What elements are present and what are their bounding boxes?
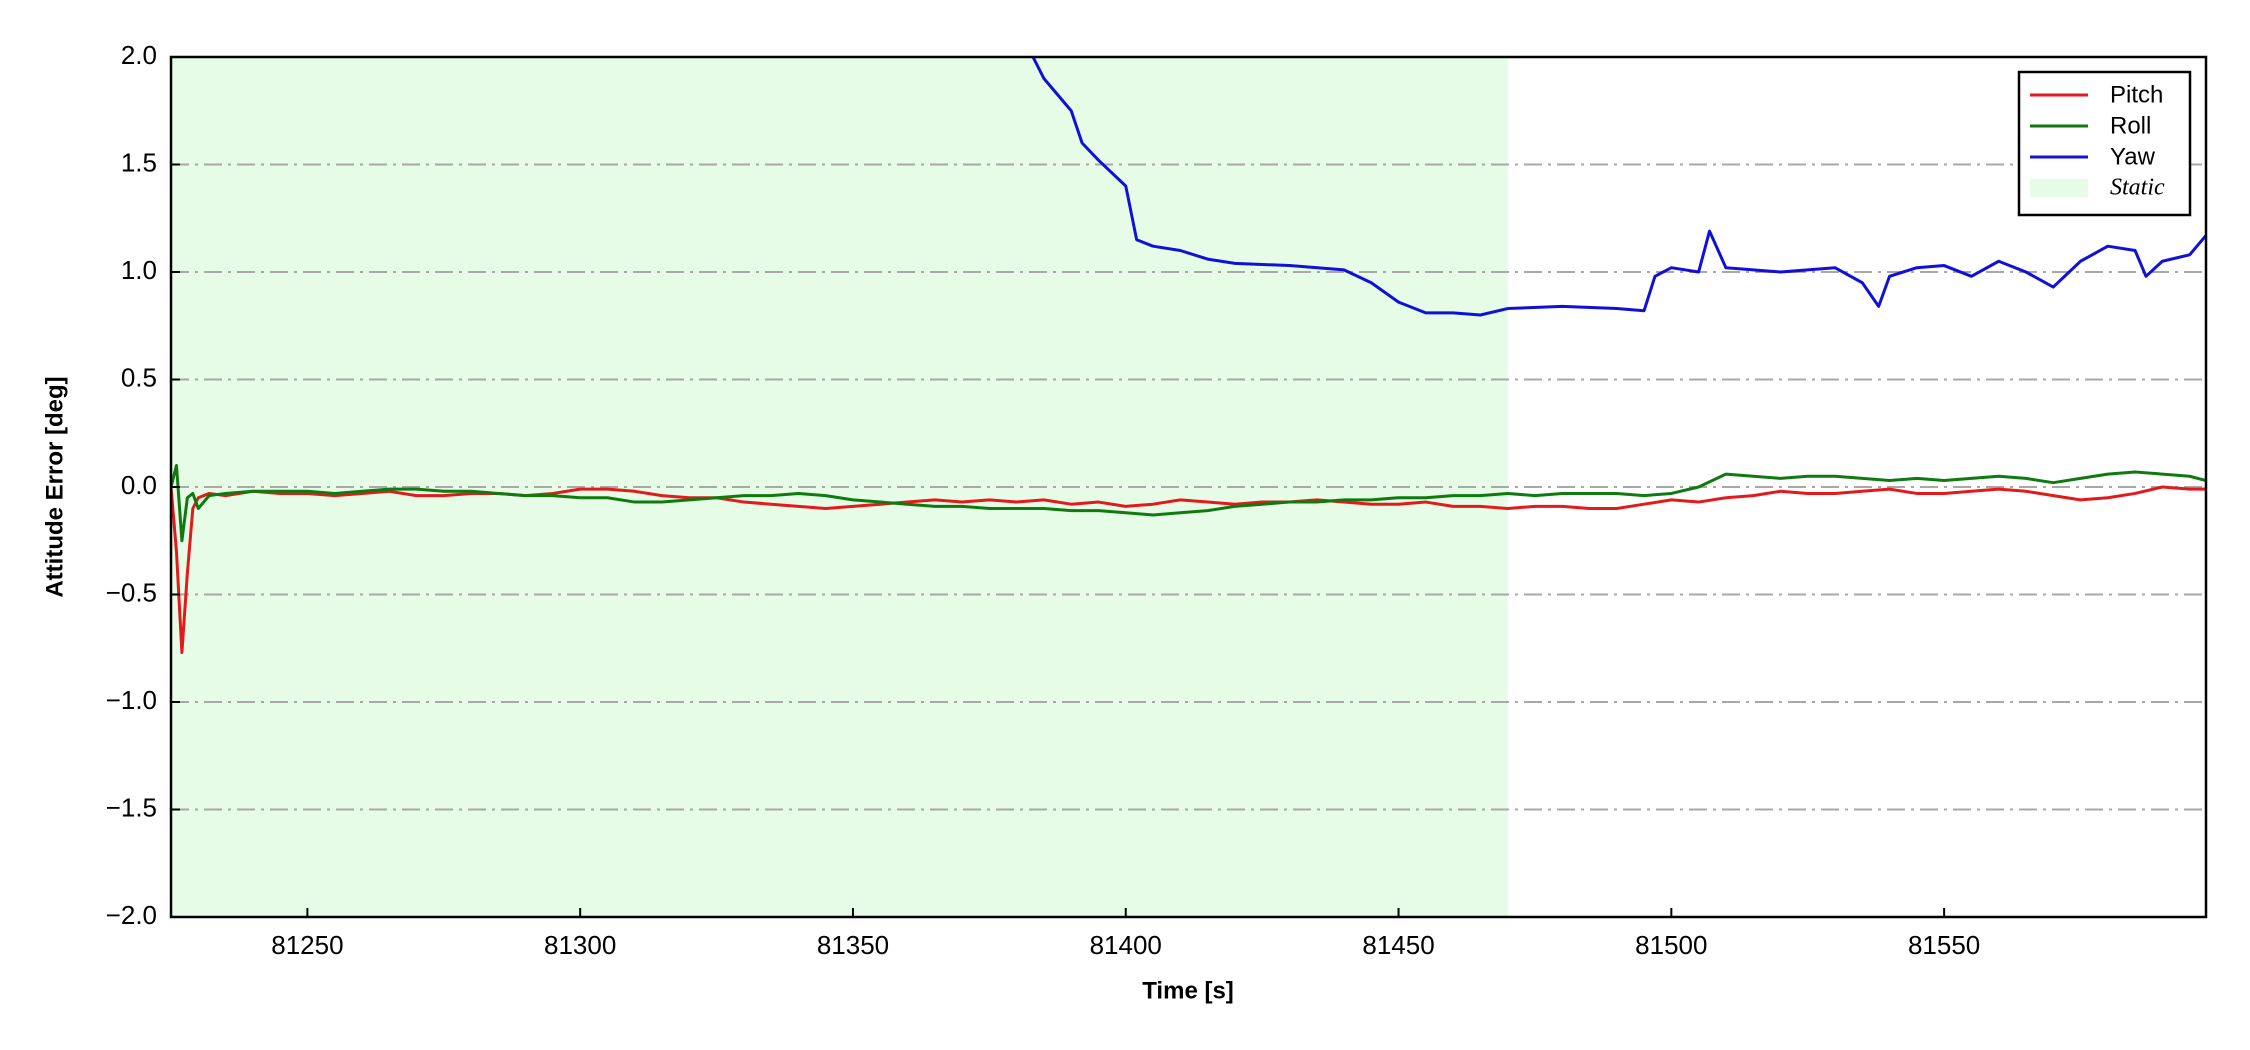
series-line (1031, 57, 2206, 317)
legend-label: Yaw (2110, 143, 2156, 170)
x-tick-label: 81500 (1635, 930, 1707, 960)
y-tick-label: 0.0 (121, 470, 157, 500)
x-tick-label: 81350 (817, 930, 889, 960)
y-tick-label: −1.5 (106, 792, 157, 822)
x-tick-label: 81550 (1908, 930, 1980, 960)
x-tick-label: 81450 (1362, 930, 1434, 960)
axes-layer: −2.0 −1.5 −1.0 −0.5 0.0 0.5 1.0 1.5 2.0 81250 8130… (106, 40, 1981, 960)
legend-label: Static (2110, 175, 2165, 201)
y-tick-label: −0.5 (106, 577, 157, 607)
series-line (171, 464, 2206, 543)
series-line (171, 485, 2206, 655)
y-tick-label: 0.5 (121, 362, 157, 392)
lines-layer (171, 57, 2206, 655)
grid-layer (171, 163, 2206, 811)
x-tick-label: 81250 (271, 930, 343, 960)
y-tick-label: −1.0 (106, 685, 157, 715)
y-axis-label: Attitude Error [deg] (41, 376, 68, 597)
legend-label: Pitch (2110, 81, 2163, 108)
x-tick-label: 81400 (1090, 930, 1162, 960)
legend-label: Roll (2110, 112, 2151, 139)
y-tick-label: 1.0 (121, 255, 157, 285)
x-axis-label: Time [s] (1142, 977, 1234, 1004)
legend: Pitch Roll Yaw Static (2017, 70, 2192, 217)
y-tick-label: 2.0 (121, 40, 157, 70)
y-tick-label: −2.0 (106, 900, 157, 930)
x-tick-label: 81300 (544, 930, 616, 960)
y-tick-label: 1.5 (121, 147, 157, 177)
legend-swatch (2030, 179, 2088, 197)
